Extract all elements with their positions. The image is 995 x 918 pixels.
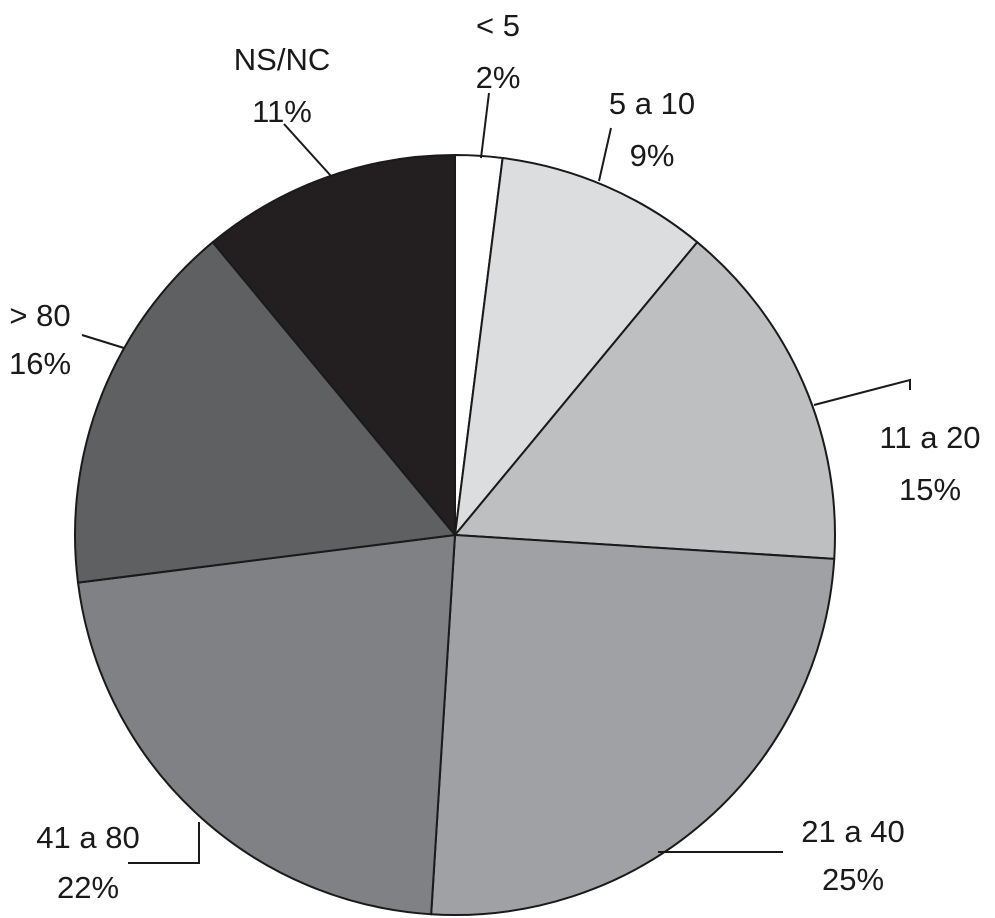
slice-label-1: 5 a 10 — [609, 86, 695, 121]
leader-line-0 — [480, 92, 490, 159]
slice-labels: < 5 2% 5 a 10 9% 11 a 20 15% 21 a 40 25% 41 a 80… — [9, 8, 981, 905]
pie-slice-6 — [211, 154, 456, 536]
leader-line-4 — [128, 822, 200, 864]
slice-label-3: 21 a 40 — [801, 814, 904, 849]
pie-slice-5 — [74, 241, 456, 584]
slice-percent-2: 15% — [899, 472, 961, 507]
slice-percent-4: 22% — [57, 870, 119, 905]
slice-percent-0: 2% — [476, 60, 521, 95]
slice-label-4: 41 a 80 — [36, 820, 139, 855]
leader-line-5 — [81, 334, 125, 349]
slice-percent-5: 16% — [9, 346, 71, 381]
pie-slice-2 — [454, 241, 836, 560]
leader-line-2 — [813, 378, 911, 406]
slice-label-5: > 80 — [9, 298, 70, 333]
pie-slice-4 — [77, 534, 456, 916]
slice-label-2: 11 a 20 — [879, 420, 980, 455]
pie-slice-1 — [454, 157, 699, 536]
slice-percent-6: 11% — [252, 94, 312, 129]
leader-line-1 — [598, 127, 612, 182]
slice-label-0: < 5 — [476, 8, 520, 43]
slice-label-6: NS/NC — [234, 42, 330, 77]
pie-slices — [74, 154, 836, 916]
leader-lines — [81, 92, 911, 864]
leader-line-6 — [283, 123, 332, 177]
pie-slice-3 — [430, 534, 836, 916]
slice-percent-3: 25% — [822, 862, 884, 897]
slice-percent-1: 9% — [630, 138, 675, 173]
